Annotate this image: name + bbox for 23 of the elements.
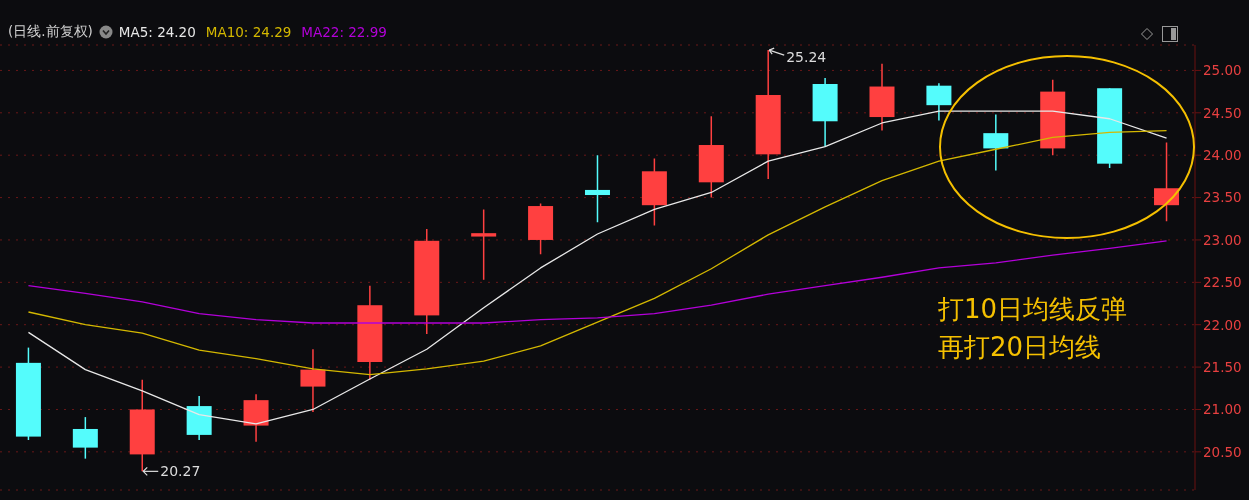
y-tick-label: 25.00 [1203, 62, 1242, 79]
y-tick-label: 21.50 [1203, 358, 1242, 375]
y-tick-label: 20.50 [1203, 443, 1242, 460]
candlestick [471, 208, 497, 281]
text: MA22: 22.99 [301, 24, 387, 40]
y-tick-label: 21.00 [1203, 401, 1242, 418]
line-series [27, 110, 1168, 425]
annotation: 25.24 [786, 49, 827, 66]
candlestick [584, 154, 610, 223]
y-tick-label: 24.50 [1203, 104, 1242, 121]
annotation: 打10日均线反弹 [938, 293, 1128, 326]
line-series [27, 240, 1168, 324]
y-tick-label: 23.50 [1203, 189, 1242, 206]
y-tick-label: 22.00 [1203, 316, 1242, 333]
y-tick-label: 22.50 [1203, 274, 1242, 291]
y-tick-label: 23.00 [1203, 231, 1242, 248]
chart-title: (日线.前复权) [8, 23, 93, 41]
y-tick-label: 24.00 [1203, 146, 1242, 163]
line-series [27, 129, 1168, 376]
annotation: 再打20日均线 [938, 331, 1103, 364]
text: MA10: 24.29 [205, 24, 292, 40]
annotation: 20.27 [160, 463, 201, 480]
text: MA5: 24.20 [118, 24, 196, 40]
